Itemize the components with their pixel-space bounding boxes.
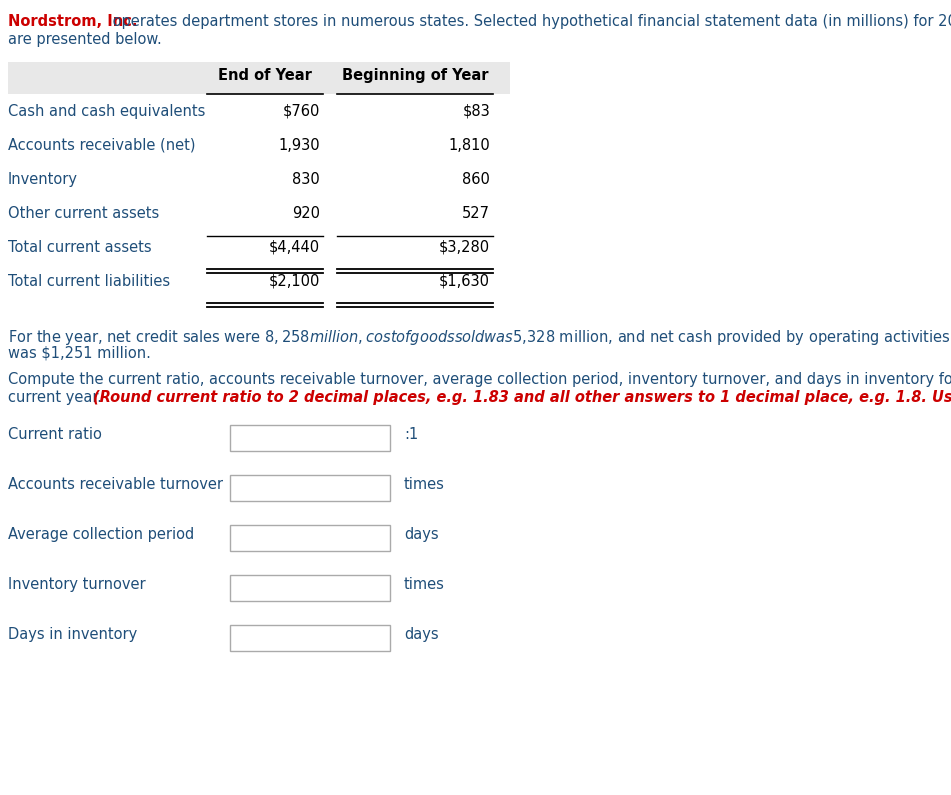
Text: Accounts receivable turnover: Accounts receivable turnover [8, 477, 223, 492]
FancyBboxPatch shape [230, 425, 390, 451]
Text: $83: $83 [462, 104, 490, 119]
Text: operates department stores in numerous states. Selected hypothetical financial s: operates department stores in numerous s… [108, 14, 951, 29]
FancyBboxPatch shape [230, 525, 390, 551]
Text: Total current liabilities: Total current liabilities [8, 274, 170, 289]
Text: days: days [404, 527, 438, 542]
Text: times: times [404, 577, 445, 592]
Text: $1,630: $1,630 [439, 274, 490, 289]
Text: :1: :1 [404, 427, 418, 442]
Text: $760: $760 [282, 104, 320, 119]
Text: 830: 830 [292, 172, 320, 187]
Text: Other current assets: Other current assets [8, 206, 159, 221]
Text: are presented below.: are presented below. [8, 32, 162, 47]
Text: Inventory turnover: Inventory turnover [8, 577, 146, 592]
Text: Accounts receivable (net): Accounts receivable (net) [8, 138, 196, 153]
Text: $3,280: $3,280 [438, 240, 490, 255]
Text: was $1,251 million.: was $1,251 million. [8, 346, 151, 361]
Text: 920: 920 [292, 206, 320, 221]
FancyBboxPatch shape [230, 575, 390, 601]
Text: For the year, net credit sales were $8,258 million, cost of goods sold was $5,32: For the year, net credit sales were $8,2… [8, 328, 951, 347]
FancyBboxPatch shape [230, 475, 390, 501]
Text: 527: 527 [462, 206, 490, 221]
Text: 860: 860 [462, 172, 490, 187]
Text: (Round current ratio to 2 decimal places, e.g. 1.83 and all other answers to 1 d: (Round current ratio to 2 decimal places… [93, 390, 951, 405]
Text: Beginning of Year: Beginning of Year [341, 68, 488, 83]
Text: days: days [404, 627, 438, 642]
Text: $4,440: $4,440 [269, 240, 320, 255]
Text: Current ratio: Current ratio [8, 427, 102, 442]
Text: Average collection period: Average collection period [8, 527, 194, 542]
FancyBboxPatch shape [8, 62, 510, 94]
FancyBboxPatch shape [230, 625, 390, 651]
Text: 1,930: 1,930 [279, 138, 320, 153]
Text: Inventory: Inventory [8, 172, 78, 187]
Text: 1,810: 1,810 [448, 138, 490, 153]
Text: current year.: current year. [8, 390, 107, 405]
Text: times: times [404, 477, 445, 492]
Text: $2,100: $2,100 [268, 274, 320, 289]
Text: Compute the current ratio, accounts receivable turnover, average collection peri: Compute the current ratio, accounts rece… [8, 372, 951, 387]
Text: Days in inventory: Days in inventory [8, 627, 137, 642]
Text: Total current assets: Total current assets [8, 240, 151, 255]
Text: End of Year: End of Year [218, 68, 312, 83]
Text: Nordstrom, Inc.: Nordstrom, Inc. [8, 14, 138, 29]
Text: Cash and cash equivalents: Cash and cash equivalents [8, 104, 205, 119]
